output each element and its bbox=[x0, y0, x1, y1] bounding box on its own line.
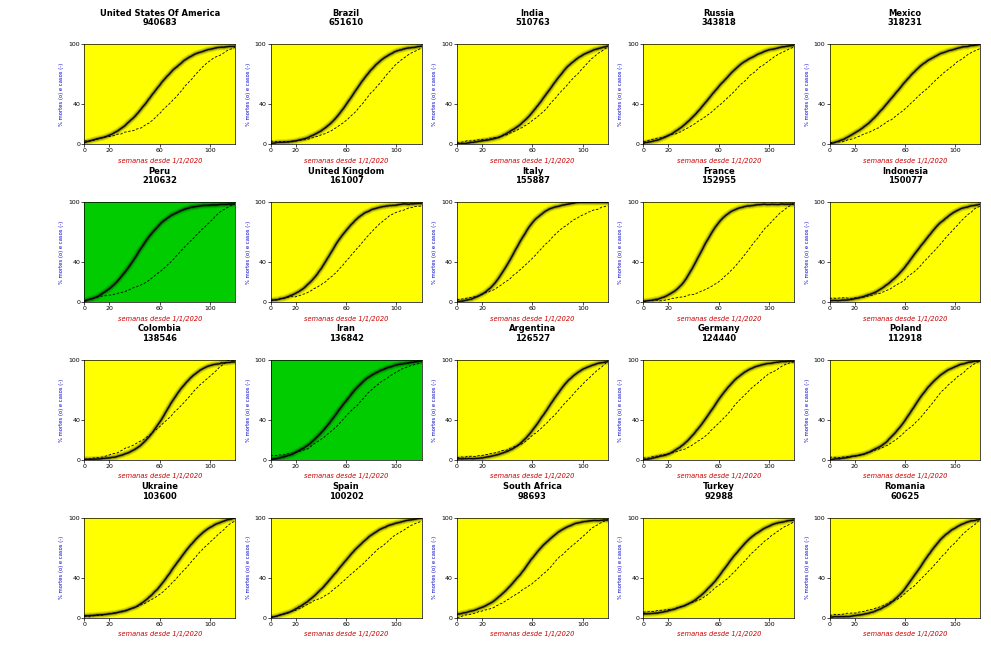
Text: 103600: 103600 bbox=[143, 492, 177, 501]
Text: semanas desde 1/1/2020: semanas desde 1/1/2020 bbox=[491, 316, 575, 322]
Text: % mortes (o) e casos (-): % mortes (o) e casos (-) bbox=[618, 221, 623, 284]
Text: 155887: 155887 bbox=[515, 176, 550, 185]
Text: semanas desde 1/1/2020: semanas desde 1/1/2020 bbox=[863, 473, 947, 479]
Text: 136842: 136842 bbox=[329, 334, 364, 343]
Text: Argentina: Argentina bbox=[508, 324, 556, 333]
Text: % mortes (o) e casos (-): % mortes (o) e casos (-) bbox=[246, 221, 251, 284]
Text: % mortes (o) e casos (-): % mortes (o) e casos (-) bbox=[618, 62, 623, 126]
Text: Iran: Iran bbox=[337, 324, 356, 333]
Text: India: India bbox=[520, 8, 544, 18]
Text: semanas desde 1/1/2020: semanas desde 1/1/2020 bbox=[677, 473, 761, 479]
Text: % mortes (o) e casos (-): % mortes (o) e casos (-) bbox=[59, 378, 64, 441]
Text: semanas desde 1/1/2020: semanas desde 1/1/2020 bbox=[863, 631, 947, 637]
Text: semanas desde 1/1/2020: semanas desde 1/1/2020 bbox=[491, 631, 575, 637]
Text: semanas desde 1/1/2020: semanas desde 1/1/2020 bbox=[118, 631, 202, 637]
Text: Germany: Germany bbox=[698, 324, 740, 333]
Text: semanas desde 1/1/2020: semanas desde 1/1/2020 bbox=[863, 158, 947, 163]
Text: semanas desde 1/1/2020: semanas desde 1/1/2020 bbox=[491, 473, 575, 479]
Text: Colombia: Colombia bbox=[138, 324, 181, 333]
Text: semanas desde 1/1/2020: semanas desde 1/1/2020 bbox=[304, 158, 388, 163]
Text: 60625: 60625 bbox=[890, 492, 920, 501]
Text: Turkey: Turkey bbox=[703, 482, 734, 492]
Text: South Africa: South Africa bbox=[503, 482, 562, 492]
Text: % mortes (o) e casos (-): % mortes (o) e casos (-) bbox=[432, 62, 437, 126]
Text: 651610: 651610 bbox=[328, 18, 364, 27]
Text: Italy: Italy bbox=[521, 167, 543, 176]
Text: % mortes (o) e casos (-): % mortes (o) e casos (-) bbox=[432, 378, 437, 441]
Text: 98693: 98693 bbox=[518, 492, 547, 501]
Text: % mortes (o) e casos (-): % mortes (o) e casos (-) bbox=[432, 536, 437, 600]
Text: % mortes (o) e casos (-): % mortes (o) e casos (-) bbox=[618, 378, 623, 441]
Text: 343818: 343818 bbox=[702, 18, 736, 27]
Text: Poland: Poland bbox=[889, 324, 922, 333]
Text: semanas desde 1/1/2020: semanas desde 1/1/2020 bbox=[304, 316, 388, 322]
Text: % mortes (o) e casos (-): % mortes (o) e casos (-) bbox=[59, 62, 64, 126]
Text: semanas desde 1/1/2020: semanas desde 1/1/2020 bbox=[118, 473, 202, 479]
Text: Spain: Spain bbox=[333, 482, 360, 492]
Text: 152955: 152955 bbox=[701, 176, 736, 185]
Text: % mortes (o) e casos (-): % mortes (o) e casos (-) bbox=[805, 62, 810, 126]
Text: 92988: 92988 bbox=[705, 492, 733, 501]
Text: semanas desde 1/1/2020: semanas desde 1/1/2020 bbox=[304, 631, 388, 637]
Text: France: France bbox=[703, 167, 734, 176]
Text: 138546: 138546 bbox=[143, 334, 177, 343]
Text: semanas desde 1/1/2020: semanas desde 1/1/2020 bbox=[118, 316, 202, 322]
Text: semanas desde 1/1/2020: semanas desde 1/1/2020 bbox=[491, 158, 575, 163]
Text: 161007: 161007 bbox=[329, 176, 364, 185]
Text: 150077: 150077 bbox=[888, 176, 923, 185]
Text: United Kingdom: United Kingdom bbox=[308, 167, 385, 176]
Text: % mortes (o) e casos (-): % mortes (o) e casos (-) bbox=[246, 62, 251, 126]
Text: Peru: Peru bbox=[149, 167, 170, 176]
Text: % mortes (o) e casos (-): % mortes (o) e casos (-) bbox=[59, 536, 64, 600]
Text: % mortes (o) e casos (-): % mortes (o) e casos (-) bbox=[805, 221, 810, 284]
Text: Romania: Romania bbox=[884, 482, 926, 492]
Text: semanas desde 1/1/2020: semanas desde 1/1/2020 bbox=[863, 316, 947, 322]
Text: United States Of America: United States Of America bbox=[100, 8, 220, 18]
Text: % mortes (o) e casos (-): % mortes (o) e casos (-) bbox=[618, 536, 623, 600]
Text: % mortes (o) e casos (-): % mortes (o) e casos (-) bbox=[432, 221, 437, 284]
Text: semanas desde 1/1/2020: semanas desde 1/1/2020 bbox=[677, 316, 761, 322]
Text: Ukraine: Ukraine bbox=[142, 482, 178, 492]
Text: 124440: 124440 bbox=[701, 334, 736, 343]
Text: % mortes (o) e casos (-): % mortes (o) e casos (-) bbox=[805, 378, 810, 441]
Text: % mortes (o) e casos (-): % mortes (o) e casos (-) bbox=[246, 378, 251, 441]
Text: semanas desde 1/1/2020: semanas desde 1/1/2020 bbox=[677, 631, 761, 637]
Text: Russia: Russia bbox=[704, 8, 734, 18]
Text: semanas desde 1/1/2020: semanas desde 1/1/2020 bbox=[677, 158, 761, 163]
Text: 112918: 112918 bbox=[888, 334, 923, 343]
Text: Brazil: Brazil bbox=[333, 8, 360, 18]
Text: Mexico: Mexico bbox=[889, 8, 922, 18]
Text: semanas desde 1/1/2020: semanas desde 1/1/2020 bbox=[304, 473, 388, 479]
Text: semanas desde 1/1/2020: semanas desde 1/1/2020 bbox=[118, 158, 202, 163]
Text: % mortes (o) e casos (-): % mortes (o) e casos (-) bbox=[246, 536, 251, 600]
Text: 100202: 100202 bbox=[329, 492, 364, 501]
Text: 210632: 210632 bbox=[143, 176, 177, 185]
Text: 510763: 510763 bbox=[515, 18, 550, 27]
Text: % mortes (o) e casos (-): % mortes (o) e casos (-) bbox=[805, 536, 810, 600]
Text: Indonesia: Indonesia bbox=[882, 167, 928, 176]
Text: 940683: 940683 bbox=[143, 18, 177, 27]
Text: 318231: 318231 bbox=[888, 18, 923, 27]
Text: 126527: 126527 bbox=[514, 334, 550, 343]
Text: % mortes (o) e casos (-): % mortes (o) e casos (-) bbox=[59, 221, 64, 284]
